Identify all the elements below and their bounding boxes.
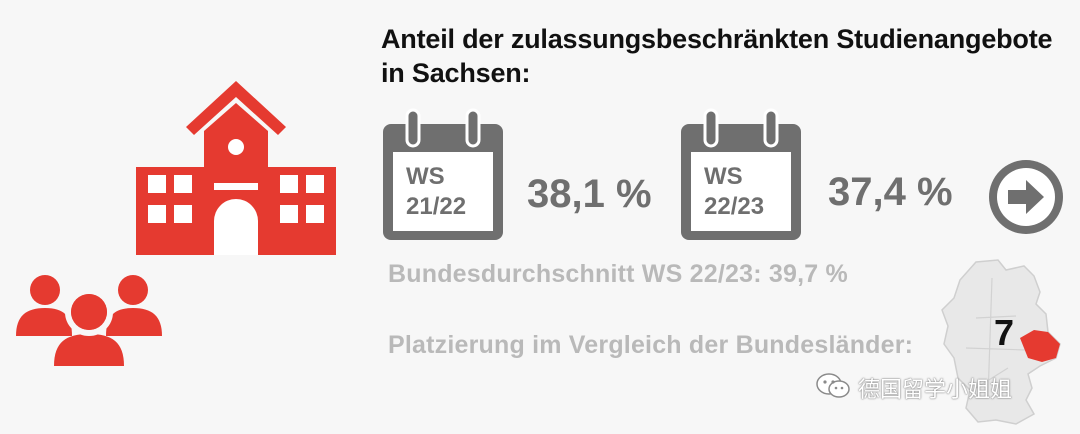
semester-value: 38,1 %: [527, 172, 652, 216]
university-building-icon: [136, 81, 336, 255]
semester-label-line1: WS: [406, 163, 445, 190]
ranking-label: Platzierung im Vergleich der Bundeslände…: [388, 331, 914, 359]
ranking-value: 7: [994, 312, 1015, 353]
federal-average: Bundesdurchschnitt WS 22/23: 39,7 %: [388, 260, 848, 288]
page-title: Anteil der zulassungsbeschränkten Studie…: [381, 24, 1053, 88]
calendar-ws-21-22: WS 21/22: [380, 108, 506, 242]
watermark-text: 德国留学小姐姐: [858, 378, 1013, 403]
semester-label-line2: 21/22: [406, 193, 467, 220]
arrow-right-circle-icon: [989, 160, 1063, 234]
germany-map-icon: [941, 259, 1061, 425]
semester-label-line2: 22/23: [704, 193, 765, 220]
semester-label-line1: WS: [704, 163, 743, 190]
semester-value: 37,4 %: [828, 170, 953, 214]
calendar-icon: [383, 108, 503, 240]
wechat-icon: [816, 373, 850, 398]
people-group-icon: [16, 275, 162, 366]
calendar-ws-22-23: WS 22/23: [678, 108, 804, 242]
calendar-icon: [681, 108, 801, 240]
